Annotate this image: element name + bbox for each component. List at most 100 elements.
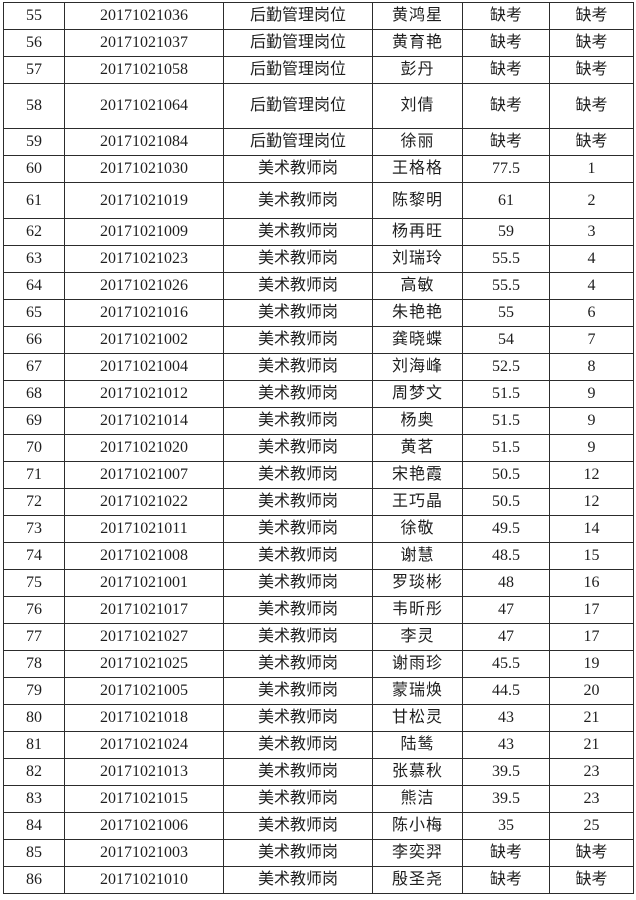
- cell-exam-number: 20171021030: [64, 155, 224, 183]
- cell-rank: 12: [549, 488, 634, 516]
- cell-rank: 20: [549, 677, 634, 705]
- cell-name: 龚晓蝶: [372, 326, 463, 354]
- cell-position: 美术教师岗: [223, 515, 373, 543]
- cell-position: 美术教师岗: [223, 272, 373, 300]
- cell-name: 殷圣尧: [372, 866, 463, 894]
- cell-rank: 17: [549, 596, 634, 624]
- cell-exam-number: 20171021002: [64, 326, 224, 354]
- cell-score: 61: [462, 182, 550, 219]
- cell-row-number: 78: [3, 650, 65, 678]
- cell-name: 黄茗: [372, 434, 463, 462]
- table-row: 69 20171021014 美术教师岗 杨奥 51.5 9: [3, 407, 634, 435]
- cell-name: 刘海峰: [372, 353, 463, 381]
- cell-exam-number: 20171021022: [64, 488, 224, 516]
- cell-score: 缺考: [462, 866, 550, 894]
- cell-position: 美术教师岗: [223, 380, 373, 408]
- cell-score: 49.5: [462, 515, 550, 543]
- cell-row-number: 72: [3, 488, 65, 516]
- cell-position: 美术教师岗: [223, 542, 373, 570]
- cell-exam-number: 20171021004: [64, 353, 224, 381]
- cell-row-number: 85: [3, 839, 65, 867]
- cell-position: 后勤管理岗位: [223, 128, 373, 156]
- cell-exam-number: 20171021007: [64, 461, 224, 489]
- cell-position: 美术教师岗: [223, 353, 373, 381]
- cell-position: 美术教师岗: [223, 299, 373, 327]
- cell-score: 50.5: [462, 461, 550, 489]
- table-row: 86 20171021010 美术教师岗 殷圣尧 缺考 缺考: [3, 866, 634, 894]
- cell-name: 刘倩: [372, 83, 463, 129]
- cell-score: 51.5: [462, 380, 550, 408]
- cell-row-number: 66: [3, 326, 65, 354]
- cell-position: 美术教师岗: [223, 650, 373, 678]
- cell-position: 美术教师岗: [223, 218, 373, 246]
- cell-row-number: 71: [3, 461, 65, 489]
- cell-score: 47: [462, 623, 550, 651]
- table-row: 85 20171021003 美术教师岗 李奕羿 缺考 缺考: [3, 839, 634, 867]
- cell-name: 徐敬: [372, 515, 463, 543]
- cell-exam-number: 20171021011: [64, 515, 224, 543]
- table-row: 59 20171021084 后勤管理岗位 徐丽 缺考 缺考: [3, 128, 634, 156]
- cell-exam-number: 20171021019: [64, 182, 224, 219]
- cell-rank: 9: [549, 434, 634, 462]
- cell-row-number: 86: [3, 866, 65, 894]
- table-row: 68 20171021012 美术教师岗 周梦文 51.5 9: [3, 380, 634, 408]
- table-row: 61 20171021019 美术教师岗 陈黎明 61 2: [3, 182, 634, 219]
- cell-row-number: 68: [3, 380, 65, 408]
- cell-rank: 缺考: [549, 128, 634, 156]
- cell-score: 48: [462, 569, 550, 597]
- cell-score: 缺考: [462, 83, 550, 129]
- table-row: 79 20171021005 美术教师岗 蒙瑞焕 44.5 20: [3, 677, 634, 705]
- cell-exam-number: 20171021058: [64, 56, 224, 84]
- cell-position: 美术教师岗: [223, 677, 373, 705]
- cell-rank: 16: [549, 569, 634, 597]
- cell-rank: 21: [549, 731, 634, 759]
- cell-row-number: 84: [3, 812, 65, 840]
- table-row: 73 20171021011 美术教师岗 徐敬 49.5 14: [3, 515, 634, 543]
- cell-row-number: 79: [3, 677, 65, 705]
- table-row: 81 20171021024 美术教师岗 陆鸶 43 21: [3, 731, 634, 759]
- cell-exam-number: 20171021020: [64, 434, 224, 462]
- cell-rank: 15: [549, 542, 634, 570]
- cell-row-number: 61: [3, 182, 65, 219]
- cell-exam-number: 20171021018: [64, 704, 224, 732]
- cell-exam-number: 20171021064: [64, 83, 224, 129]
- cell-score: 51.5: [462, 434, 550, 462]
- cell-name: 陈黎明: [372, 182, 463, 219]
- cell-score: 55: [462, 299, 550, 327]
- cell-position: 美术教师岗: [223, 623, 373, 651]
- cell-rank: 1: [549, 155, 634, 183]
- table-row: 58 20171021064 后勤管理岗位 刘倩 缺考 缺考: [3, 83, 634, 129]
- cell-rank: 缺考: [549, 83, 634, 129]
- cell-position: 美术教师岗: [223, 155, 373, 183]
- table-row: 56 20171021037 后勤管理岗位 黄育艳 缺考 缺考: [3, 29, 634, 57]
- table-row: 60 20171021030 美术教师岗 王格格 77.5 1: [3, 155, 634, 183]
- cell-row-number: 65: [3, 299, 65, 327]
- cell-position: 美术教师岗: [223, 434, 373, 462]
- cell-row-number: 62: [3, 218, 65, 246]
- cell-exam-number: 20171021006: [64, 812, 224, 840]
- cell-score: 55.5: [462, 272, 550, 300]
- cell-name: 陈小梅: [372, 812, 463, 840]
- table-row: 67 20171021004 美术教师岗 刘海峰 52.5 8: [3, 353, 634, 381]
- cell-row-number: 83: [3, 785, 65, 813]
- cell-row-number: 67: [3, 353, 65, 381]
- cell-position: 美术教师岗: [223, 461, 373, 489]
- cell-rank: 2: [549, 182, 634, 219]
- cell-position: 美术教师岗: [223, 704, 373, 732]
- cell-score: 54: [462, 326, 550, 354]
- cell-rank: 缺考: [549, 56, 634, 84]
- cell-score: 缺考: [462, 839, 550, 867]
- cell-position: 美术教师岗: [223, 785, 373, 813]
- cell-exam-number: 20171021026: [64, 272, 224, 300]
- table-row: 66 20171021002 美术教师岗 龚晓蝶 54 7: [3, 326, 634, 354]
- cell-row-number: 70: [3, 434, 65, 462]
- results-table: 55 20171021036 后勤管理岗位 黄鸿星 缺考 缺考 56 20171021037 后…: [3, 2, 634, 894]
- table-row: 65 20171021016 美术教师岗 朱艳艳 55 6: [3, 299, 634, 327]
- cell-row-number: 73: [3, 515, 65, 543]
- cell-exam-number: 20171021012: [64, 380, 224, 408]
- cell-rank: 17: [549, 623, 634, 651]
- cell-name: 谢雨珍: [372, 650, 463, 678]
- cell-row-number: 60: [3, 155, 65, 183]
- cell-name: 徐丽: [372, 128, 463, 156]
- cell-row-number: 82: [3, 758, 65, 786]
